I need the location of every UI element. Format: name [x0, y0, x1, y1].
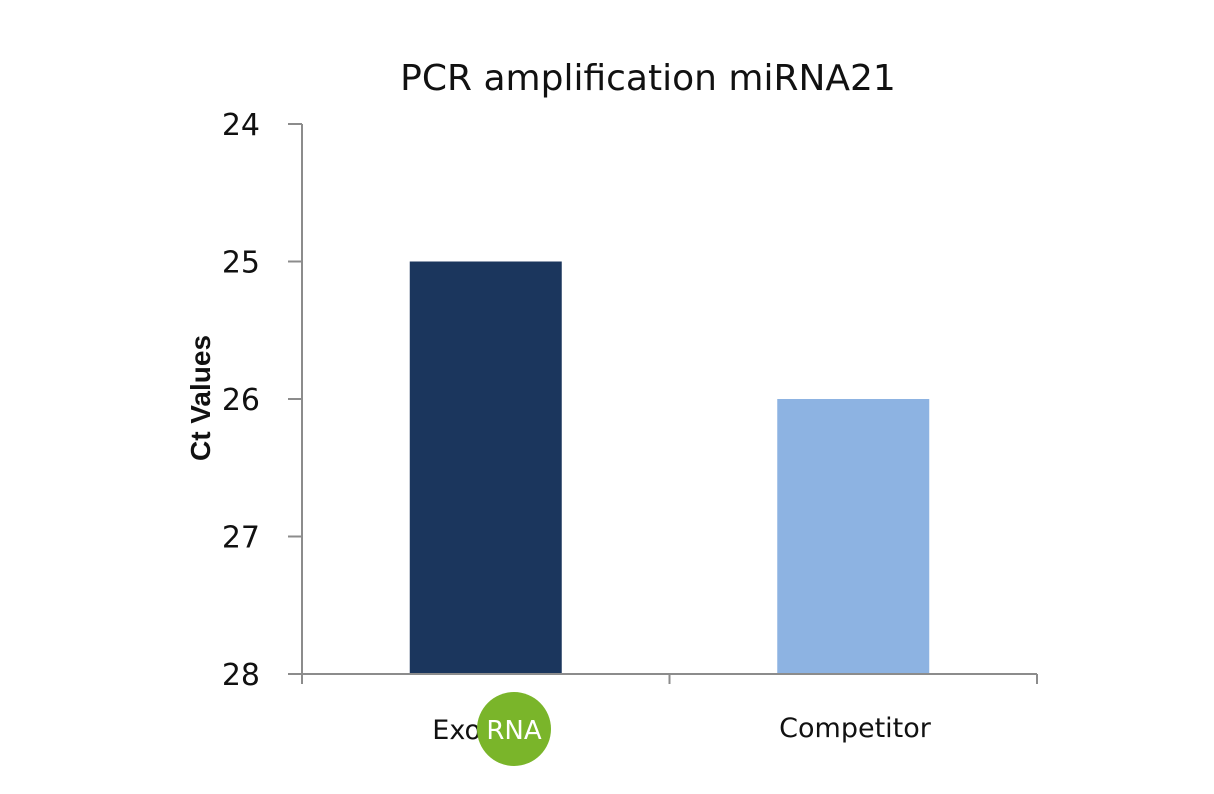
y-tick-label: 24 — [222, 108, 260, 143]
bar-1 — [409, 261, 562, 674]
exorna-logo-text: RNA — [486, 716, 542, 746]
x-tick-label-exo: Exo — [432, 715, 481, 746]
exorna-logo-circle — [477, 692, 551, 766]
bars — [409, 261, 930, 674]
y-axis-ticks: 24 25 26 27 28 — [222, 108, 302, 693]
y-tick-label: 26 — [222, 383, 260, 418]
y-tick-label: 28 — [222, 658, 260, 693]
y-axis-label: Ct Values — [185, 335, 216, 461]
chart-title: PCR amplification miRNA21 — [400, 58, 896, 99]
y-tick-label: 27 — [222, 521, 260, 556]
y-tick-label: 25 — [222, 246, 260, 281]
bar-2 — [777, 399, 930, 674]
x-tick-label-competitor: Competitor — [779, 713, 932, 744]
x-category-exorna: Exo RNA — [432, 692, 551, 766]
axes — [288, 124, 1038, 684]
